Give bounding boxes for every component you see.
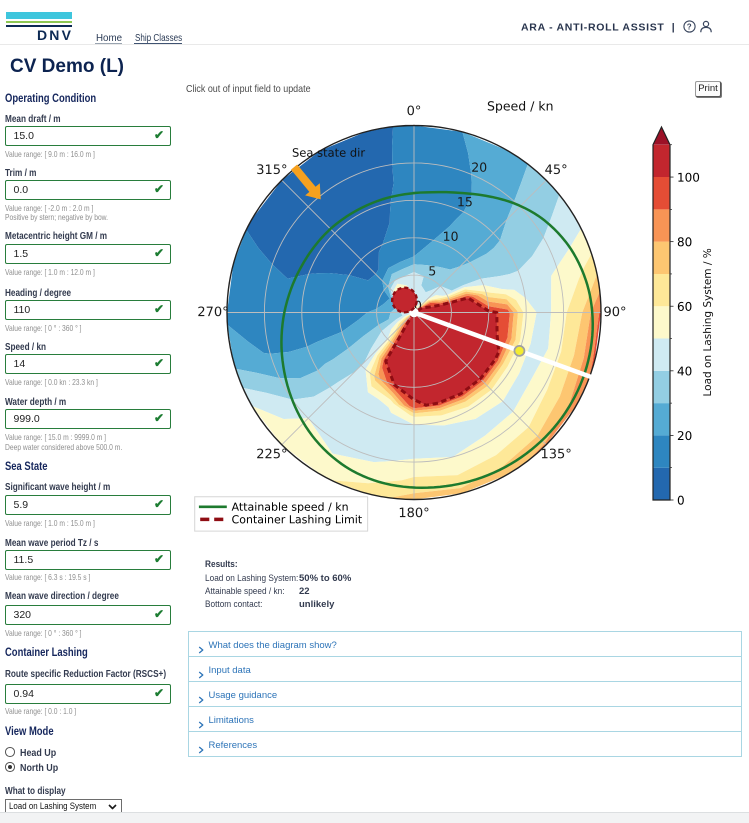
svg-text:?: ?	[686, 22, 692, 31]
